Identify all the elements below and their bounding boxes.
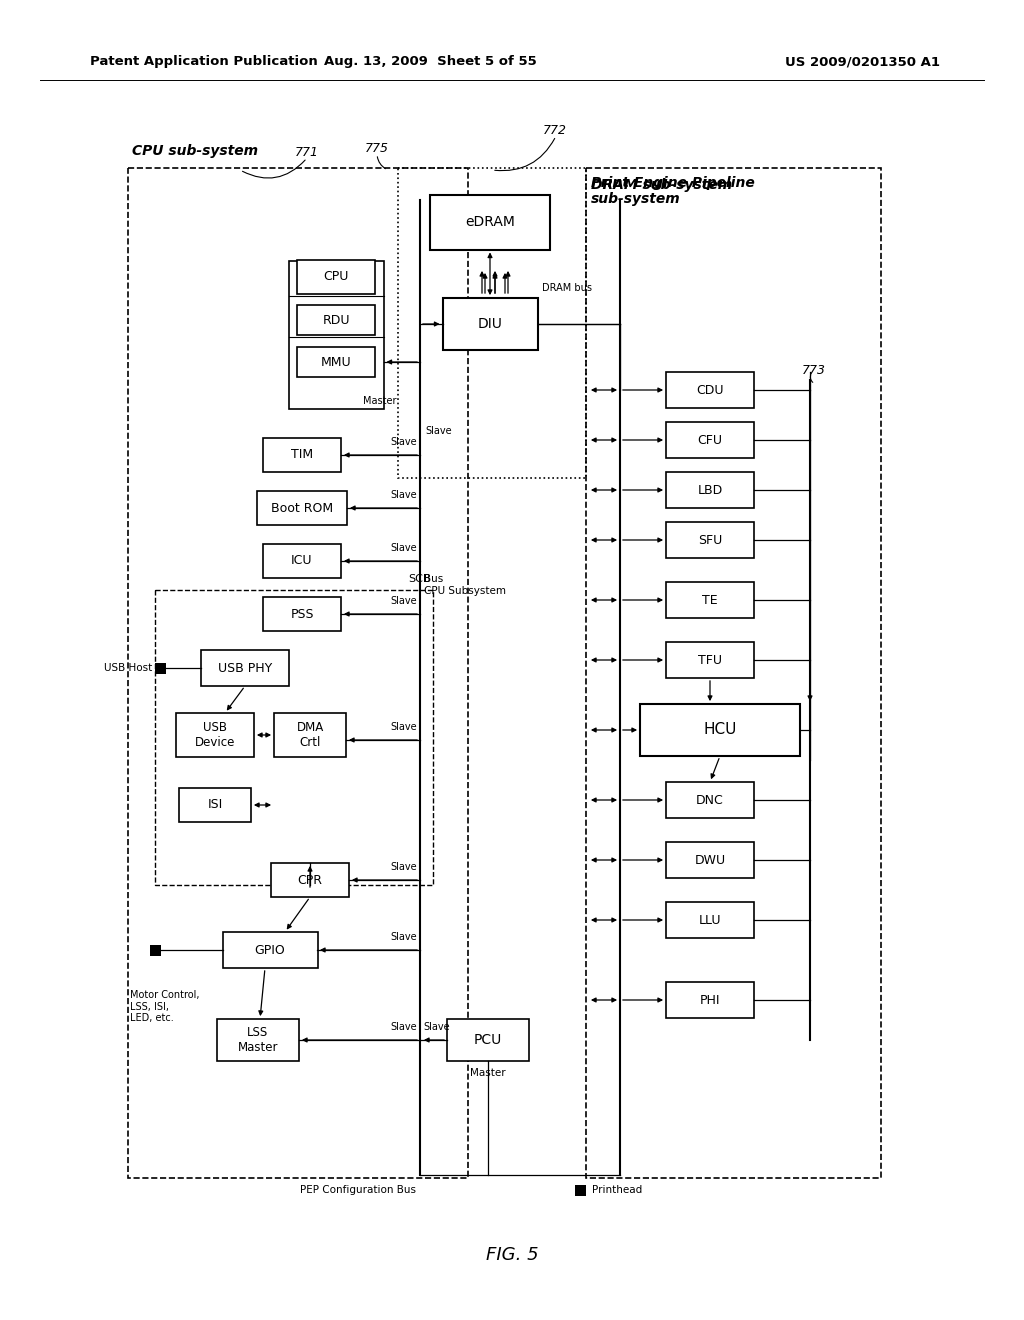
Bar [263, 438, 341, 473]
Text: ICU: ICU [291, 554, 312, 568]
Text: Slave: Slave [390, 597, 417, 606]
Text: DIU: DIU [477, 317, 503, 331]
Text: eDRAM: eDRAM [465, 215, 515, 228]
Text: TIM: TIM [291, 449, 313, 462]
Bar [666, 642, 754, 678]
Text: MMU: MMU [321, 355, 351, 368]
Bar [666, 582, 754, 618]
Bar [274, 713, 346, 756]
Bar [297, 347, 375, 378]
Bar [666, 902, 754, 939]
Text: CPU sub-system: CPU sub-system [132, 144, 258, 158]
Text: SFU: SFU [698, 533, 722, 546]
Bar [201, 649, 289, 686]
Bar [666, 982, 754, 1018]
Bar [640, 704, 800, 756]
Bar [128, 168, 468, 1177]
Bar [447, 1019, 529, 1061]
Bar [586, 168, 881, 1177]
Bar [297, 260, 375, 294]
Text: TE: TE [702, 594, 718, 606]
Text: DNC: DNC [696, 793, 724, 807]
Text: FIG. 5: FIG. 5 [485, 1246, 539, 1265]
Bar [430, 194, 550, 249]
Text: LSS
Master: LSS Master [238, 1026, 279, 1053]
Text: CFU: CFU [697, 433, 723, 446]
Bar [217, 1019, 299, 1061]
Text: LLU: LLU [698, 913, 721, 927]
Text: Master: Master [470, 1068, 506, 1078]
Text: USB Host: USB Host [103, 663, 152, 673]
Bar [179, 788, 251, 822]
Text: Master: Master [364, 396, 396, 407]
Text: RDU: RDU [323, 314, 350, 326]
Text: TFU: TFU [698, 653, 722, 667]
Bar [666, 521, 754, 558]
Bar [257, 491, 347, 525]
Text: 773: 773 [802, 363, 826, 376]
Text: DWU: DWU [694, 854, 726, 866]
Text: GPIO: GPIO [255, 944, 286, 957]
Text: Motor Control,
LSS, ISI,
LED, etc.: Motor Control, LSS, ISI, LED, etc. [130, 990, 200, 1023]
Text: Slave: Slave [390, 932, 417, 942]
Bar [666, 422, 754, 458]
Text: Boot ROM: Boot ROM [271, 502, 333, 515]
Bar [289, 261, 384, 409]
Bar [666, 781, 754, 818]
Text: Slave: Slave [390, 437, 417, 447]
Text: 775: 775 [365, 141, 389, 154]
Bar [297, 305, 375, 335]
Bar [263, 597, 341, 631]
Text: USB
Device: USB Device [195, 721, 236, 748]
Text: Slave: Slave [425, 426, 452, 436]
Bar [263, 544, 341, 578]
Text: PCU: PCU [474, 1034, 502, 1047]
Bar [155, 663, 166, 673]
Text: Aug. 13, 2009  Sheet 5 of 55: Aug. 13, 2009 Sheet 5 of 55 [324, 55, 537, 69]
Bar [666, 473, 754, 508]
Text: Slave: Slave [390, 490, 417, 500]
Text: Printhead: Printhead [592, 1185, 642, 1195]
Bar [574, 1184, 586, 1196]
Bar [666, 372, 754, 408]
Bar [666, 842, 754, 878]
Text: LBD: LBD [697, 483, 723, 496]
Bar [222, 932, 317, 968]
Text: PEP Configuration Bus: PEP Configuration Bus [300, 1185, 416, 1195]
Bar [442, 298, 538, 350]
Text: PSS: PSS [290, 607, 313, 620]
Text: USB PHY: USB PHY [218, 661, 272, 675]
Text: Patent Application Publication: Patent Application Publication [90, 55, 317, 69]
Text: PHI: PHI [699, 994, 720, 1006]
Text: HCU: HCU [703, 722, 736, 738]
Text: ISI: ISI [208, 799, 222, 812]
Bar [271, 863, 349, 898]
Text: SCB: SCB [409, 574, 431, 583]
Text: CDU: CDU [696, 384, 724, 396]
Text: US 2009/0201350 A1: US 2009/0201350 A1 [785, 55, 940, 69]
Text: Slave: Slave [390, 1022, 417, 1032]
Text: Slave: Slave [390, 543, 417, 553]
Bar [155, 590, 433, 884]
Text: Slave: Slave [423, 1022, 450, 1032]
Text: 772: 772 [543, 124, 567, 136]
Bar [150, 945, 161, 956]
Text: Slave: Slave [390, 722, 417, 733]
Text: Bus
CPU Subsystem: Bus CPU Subsystem [424, 574, 506, 595]
Bar [176, 713, 254, 756]
Text: CPU: CPU [324, 271, 349, 284]
Text: CPR: CPR [298, 874, 323, 887]
Text: DRAM sub-system: DRAM sub-system [591, 178, 732, 191]
Text: DRAM bus: DRAM bus [542, 282, 592, 293]
Text: 771: 771 [295, 145, 319, 158]
Bar [398, 168, 586, 478]
Text: Print Engine Pipeline
sub-system: Print Engine Pipeline sub-system [591, 176, 755, 206]
Text: Slave: Slave [390, 862, 417, 873]
Text: DMA
Crtl: DMA Crtl [296, 721, 324, 748]
